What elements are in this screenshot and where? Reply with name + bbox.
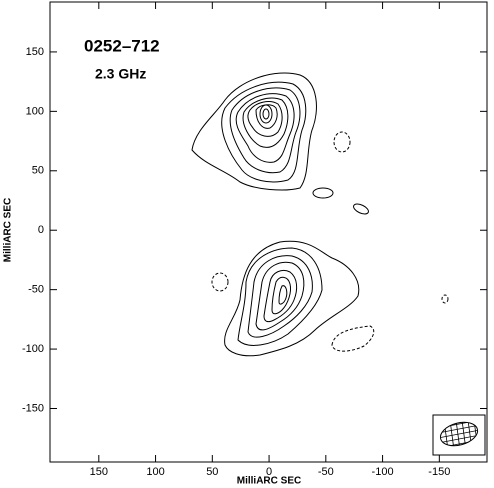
- x-tick-label: 150: [90, 466, 108, 478]
- y-tick-label: -50: [28, 284, 44, 296]
- y-tick-label: 100: [26, 105, 44, 117]
- x-tick-label: -150: [428, 466, 450, 478]
- plot-frame: [49, 1, 488, 463]
- x-tick-label: 100: [146, 466, 164, 478]
- x-tick-label: 0: [266, 466, 272, 478]
- x-tick-label: 50: [206, 466, 218, 478]
- y-tick-label: 50: [32, 165, 44, 177]
- x-axis-label: MilliARC SEC: [237, 476, 301, 487]
- contours-upper: [191, 72, 369, 215]
- x-tick-label: -100: [372, 466, 394, 478]
- chart-title: 0252–712: [84, 36, 160, 55]
- y-axis-label: MilliARC SEC: [3, 198, 14, 262]
- y-tick-label: -100: [22, 343, 44, 355]
- beam: [432, 414, 486, 456]
- y-tick-label: -150: [22, 402, 44, 414]
- x-tick-label: -50: [318, 466, 334, 478]
- chart-subtitle: 2.3 GHz: [95, 66, 146, 82]
- y-tick-label: 150: [26, 46, 44, 58]
- y-tick-label: 0: [38, 224, 44, 236]
- contours-lower: [211, 240, 449, 357]
